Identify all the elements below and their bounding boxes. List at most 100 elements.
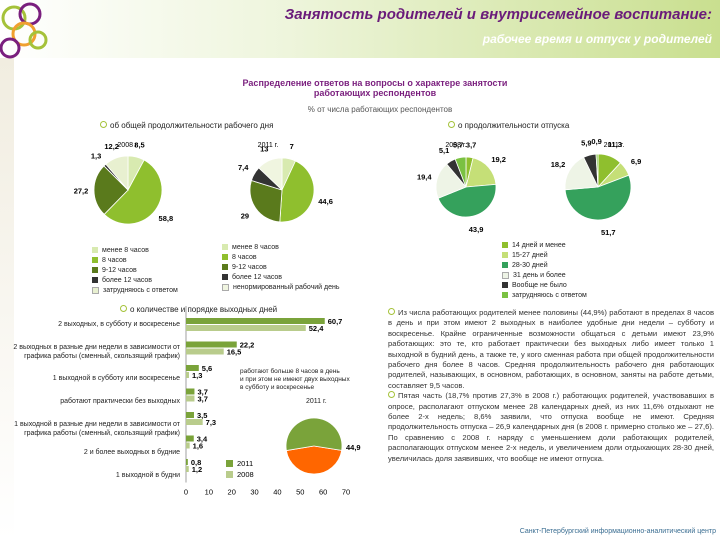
legend-item: более 12 часов [222, 273, 340, 283]
bar-value-label: 7,3 [206, 418, 216, 427]
donut-slice [285, 445, 343, 475]
pie-value-label: 18,2 [551, 160, 566, 169]
legend-swatch-2011 [226, 460, 233, 467]
bar-value-label: 22,2 [240, 341, 255, 350]
workday-heading: об общей продолжительности рабочего дня [100, 121, 273, 130]
x-tick-label: 0 [184, 488, 188, 497]
pie-value-label: 29 [241, 211, 249, 220]
pie-value-label: 11,3 [608, 140, 622, 149]
legend-item: 8 часов [222, 253, 340, 263]
pie-slice [279, 160, 315, 223]
header-banner: Занятость родителей и внутрисемейное вос… [0, 0, 720, 58]
pie-title: 2008 г. [117, 142, 138, 149]
bar-2011 [186, 341, 237, 348]
bar-value-label: 1,3 [192, 371, 202, 380]
pie-value-label: 58,8 [159, 214, 174, 223]
bar-category-label: 1 выходной в субботу или воскресенье [52, 375, 180, 382]
legend-item: менее 8 часов [222, 243, 340, 253]
pie-value-label: 5,9 [581, 138, 591, 147]
bar-value-label: 1,6 [193, 442, 203, 451]
x-tick-label: 40 [273, 488, 281, 497]
section-title-line1: Распределение ответов на вопросы о харак… [242, 78, 508, 88]
legend-label: 31 день и более [513, 272, 566, 279]
pie-value-label: 44,6 [318, 197, 333, 206]
bar-value-label: 3,7 [197, 388, 207, 397]
bar-2011 [186, 412, 194, 418]
paragraph: Пятая часть (18,7% против 27,3% в 2008 г… [388, 391, 714, 464]
x-tick-label: 50 [296, 488, 304, 497]
x-tick-label: 10 [205, 488, 213, 497]
bar-2011 [186, 365, 199, 371]
bar-category-label: 2 и более выходных в будние [83, 449, 180, 456]
pie-title: 2011 г. [604, 142, 625, 149]
legend-label: 9-12 часов [232, 264, 267, 271]
legend-label: менее 8 часов [232, 244, 279, 251]
legend-label: 2011 [237, 459, 253, 468]
bar-value-label: 3,4 [197, 435, 208, 444]
donut-slice [285, 417, 343, 452]
pie-title: 2011 г. [258, 142, 279, 149]
legend-label: 9-12 часов [102, 267, 137, 274]
pie-value-label: 12,2 [104, 142, 119, 151]
legend-label: затрудняюсь с ответом [103, 287, 178, 294]
pie-slice [258, 157, 283, 191]
bar-2008 [186, 466, 189, 472]
legend-item: менее 8 часов [92, 246, 178, 256]
legend-label: 28-30 дней [512, 262, 548, 269]
pie-value-label: 43,9 [469, 225, 484, 234]
legend-item: 31 день и более [502, 271, 587, 281]
bar-2008 [186, 348, 224, 355]
bar-value-label: 0,8 [191, 458, 201, 467]
pie-value-label: 13 [260, 145, 268, 154]
bar-2011 [186, 388, 195, 395]
page-title: Занятость родителей и внутрисемейное вос… [284, 6, 712, 23]
pie-value-label: 5,7 [453, 141, 463, 150]
donut-caption-line3: в субботу и воскресенье [240, 384, 315, 391]
bullet-icon [388, 391, 395, 399]
legend-item: 14 дней и менее [502, 241, 587, 251]
legend-workday-2008: менее 8 часов 8 часов 9-12 часов более 1… [92, 246, 178, 296]
pie-value-label: 19,4 [417, 173, 432, 182]
legend-label: более 12 часов [232, 274, 283, 281]
pie-value-label: 7,4 [238, 163, 249, 172]
pie-value-label: 7 [290, 142, 294, 151]
pie-value-label: 5,1 [439, 146, 449, 155]
pie-value-label: 3,7 [466, 140, 476, 149]
pie-value-label: 51,7 [601, 228, 616, 237]
legend-label: ненормированный рабочий день [233, 284, 340, 291]
bar-value-label: 5,6 [202, 364, 212, 373]
days-off-heading-text: о количестве и порядке выходных дней [130, 305, 278, 314]
legend-label: более 12 часов [102, 277, 153, 284]
pie-value-label: 0,9 [591, 137, 601, 146]
bullet-icon [388, 308, 395, 315]
pie-slice [105, 155, 129, 192]
pie-slice [93, 165, 129, 215]
legend-item: 9-12 часов [92, 266, 178, 276]
x-tick-label: 30 [250, 488, 258, 497]
legend-item: Вообще не было [502, 281, 587, 291]
bar-2011 [186, 459, 188, 465]
legend-label: Вообще не было [512, 282, 567, 289]
legend-label: 8 часов [232, 254, 257, 261]
page-subtitle: рабочее время и отпуск у родителей [482, 32, 712, 46]
legend-label: 14 дней и менее [512, 242, 566, 249]
legend-workday-2011: менее 8 часов 8 часов 9-12 часов более 1… [222, 243, 340, 293]
bar-2011 [186, 318, 325, 324]
paragraph-text: Пятая часть (18,7% против 27,3% в 2008 г… [388, 391, 714, 463]
bar-2008 [186, 372, 189, 378]
vacation-heading: о продолжительности отпуска [448, 121, 569, 130]
bar-category-label: 2 выходных, в субботу и воскресенье [58, 321, 180, 328]
legend-label: 8 часов [102, 257, 127, 264]
bar-value-label: 60,7 [328, 317, 343, 326]
section-subtitle: % от числа работающих респондентов [307, 105, 453, 114]
pie-slice [103, 159, 163, 225]
bar-2008 [186, 419, 203, 425]
bar-category-label: работают практически без выходных [60, 398, 180, 405]
pie-title: 2008 г. [445, 142, 466, 149]
footer: Санкт-Петербургский информационно-аналит… [519, 528, 716, 535]
donut-caption-line2: и при этом не имеют двух выходных [240, 376, 350, 383]
legend-item: 28-30 дней [502, 261, 587, 271]
pie-slice [595, 153, 599, 188]
bar-value-label: 3,5 [197, 411, 207, 420]
legend-item: 15-27 дней [502, 251, 587, 261]
